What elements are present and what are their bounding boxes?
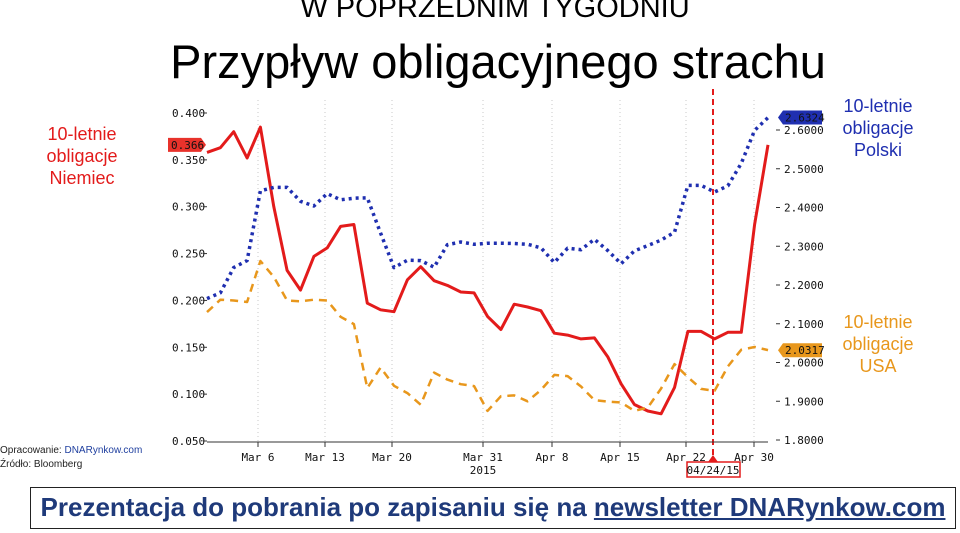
left-tick-label: 0.050 xyxy=(172,435,205,448)
newsletter-link[interactable]: newsletter DNARynkow.com xyxy=(593,492,946,522)
label-germany: 10-letnie obligacje Niemiec xyxy=(22,123,142,189)
badge-usa: 2.0317 xyxy=(778,343,825,358)
left-tick-label: 0.350 xyxy=(172,154,205,167)
x-tick-label: Mar 13 xyxy=(305,451,345,464)
badge-poland-label: 2.6324 xyxy=(785,111,825,124)
label-poland-line-3: Polski xyxy=(853,140,902,160)
left-tick-label: 0.250 xyxy=(172,248,205,261)
label-poland-line-1: 10-letnie xyxy=(843,96,913,116)
x-tick-label: Apr 30 xyxy=(734,451,774,464)
label-germany-line-2: obligacje xyxy=(46,146,118,166)
right-tick-label: 2.6000 xyxy=(784,124,824,137)
badge-poland: 2.6324 xyxy=(778,110,825,125)
right-tick-label: 2.4000 xyxy=(784,202,824,215)
right-tick-label: 2.5000 xyxy=(784,163,824,176)
newsletter-banner: Prezentacja do pobrania po zapisaniu się… xyxy=(30,487,956,529)
right-tick-label: 1.8000 xyxy=(784,434,824,447)
x-tick-label: Apr 15 xyxy=(600,451,640,464)
right-axis: 2.6000 2.5000 2.4000 2.3000 2.2000 2.1000 2.00… xyxy=(776,124,824,447)
x-year-label: 2015 xyxy=(470,464,497,477)
right-tick-label: 2.3000 xyxy=(784,240,824,253)
x-tick-label: Apr 8 xyxy=(535,451,568,464)
label-usa-line-3: USA xyxy=(859,356,897,376)
source-bloomberg: Źródło: Bloomberg xyxy=(0,459,83,470)
header-subtitle: W POPRZEDNIM TYGODNIU xyxy=(300,0,690,24)
label-germany-line-1: 10-letnie xyxy=(47,124,117,144)
grid xyxy=(257,89,755,455)
page-title: Przypływ obligacyjnego strachu xyxy=(170,35,826,88)
series-line-poland xyxy=(206,116,770,301)
date-marker-arrow xyxy=(708,455,718,462)
series-line-usa xyxy=(206,259,769,413)
left-axis: 0.400 0.350 0.300 0.250 0.200 0.150 0.100 0.050 xyxy=(172,107,207,448)
badge-poland-shape xyxy=(778,110,822,125)
label-usa-line-2: obligacje xyxy=(842,334,914,354)
series xyxy=(206,116,770,416)
label-usa: 10-letnie obligacje USA xyxy=(818,311,938,377)
left-tick-label: 0.150 xyxy=(172,341,205,354)
x-tick-label: Mar 20 xyxy=(372,451,412,464)
badge-usa-shape xyxy=(778,343,822,358)
banner-text-main: Prezentacja do pobrania po zapisaniu się… xyxy=(40,492,594,522)
date-marker-label: 04/24/15 xyxy=(687,464,740,477)
source-link[interactable]: DNARynkow.com xyxy=(64,445,143,456)
badge-germany: 0.366 xyxy=(168,137,206,152)
right-tick-label: 1.9000 xyxy=(784,395,824,408)
label-poland: 10-letnie obligacje Polski xyxy=(818,95,938,161)
source-prepared: Opracowanie: DNARynkow.com xyxy=(0,445,142,456)
badge-usa-label: 2.0317 xyxy=(785,344,825,357)
x-axis: Mar 6 Mar 13 Mar 20 Mar 31 Apr 8 Apr 15 Apr 22… xyxy=(207,441,774,478)
right-tick-label: 2.0000 xyxy=(784,357,824,370)
left-tick-label: 0.400 xyxy=(172,107,205,120)
left-tick-label: 0.100 xyxy=(172,388,205,401)
banner-text: Prezentacja do pobrania po zapisaniu się… xyxy=(31,492,955,523)
right-tick-label: 2.2000 xyxy=(784,279,824,292)
label-germany-line-3: Niemiec xyxy=(49,168,115,188)
x-tick-label: Mar 6 xyxy=(241,451,274,464)
label-usa-line-1: 10-letnie xyxy=(843,312,913,332)
label-poland-line-2: obligacje xyxy=(842,118,914,138)
value-badges: 0.366 2.6324 2.0317 xyxy=(168,110,825,358)
badge-germany-shape xyxy=(168,137,206,152)
right-tick-label: 2.1000 xyxy=(784,318,824,331)
left-tick-label: 0.200 xyxy=(172,294,205,307)
x-tick-label: Apr 22 xyxy=(666,451,706,464)
left-tick-label: 0.300 xyxy=(172,201,205,214)
x-tick-label: Mar 31 xyxy=(463,451,503,464)
source-prepared-prefix: Opracowanie: xyxy=(0,445,65,456)
badge-germany-label: 0.366 xyxy=(171,139,204,152)
date-marker-box xyxy=(686,461,741,478)
series-line-germany xyxy=(206,125,770,416)
